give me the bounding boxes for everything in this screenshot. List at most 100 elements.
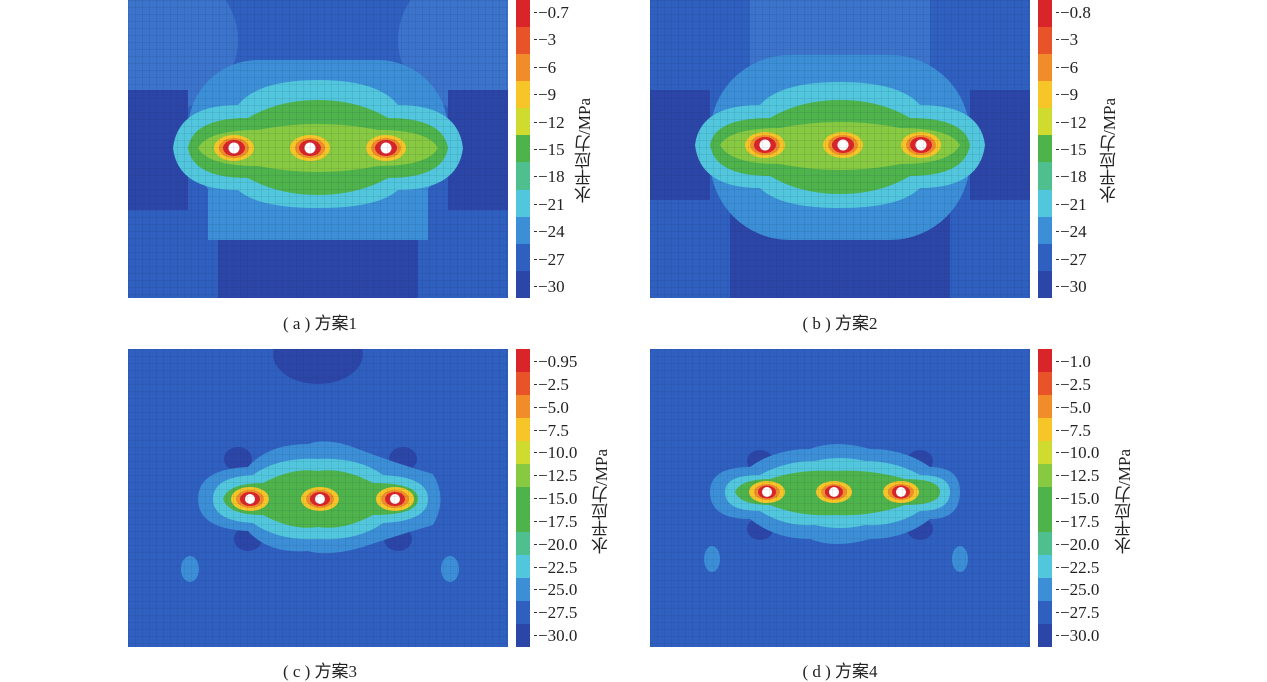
- colorbar-tick-label: −22.5: [533, 557, 578, 577]
- colorbar-label-a: 水平应力/MPa: [575, 98, 594, 203]
- colorbar-tick-label: −12.5: [533, 466, 578, 486]
- colorbar-tick-label: −9: [533, 85, 557, 105]
- colorbar-label-c: 水平应力/MPa: [592, 449, 611, 554]
- colorbar-segment: [1038, 509, 1052, 533]
- colorbar-d: [1038, 349, 1052, 647]
- colorbar-segment: [1038, 162, 1052, 190]
- colorbar-tick-label: −9: [1055, 85, 1079, 105]
- colorbar-tick-label: −18: [534, 167, 565, 187]
- colorbar-a: [516, 0, 530, 298]
- colorbar-segment: [1038, 81, 1052, 109]
- colorbar-segment: [516, 440, 530, 464]
- colorbar-tick-label: −25.0: [1055, 580, 1100, 600]
- colorbar-segment: [1038, 371, 1052, 395]
- colorbar-segment: [516, 555, 530, 579]
- colorbar-segment: [516, 270, 530, 298]
- colorbar-c: [516, 349, 530, 647]
- contour-svg-d: [650, 349, 1030, 647]
- colorbar-tick-label: −27: [1056, 249, 1087, 269]
- colorbar-segment: [516, 135, 530, 163]
- colorbar-segment: [516, 417, 530, 441]
- colorbar-tick-label: −1.0: [1056, 352, 1091, 371]
- colorbar-tick-label: −3: [533, 30, 557, 50]
- colorbar-tick-label: −27.5: [533, 603, 578, 623]
- colorbar-tick-label: −15.0: [533, 489, 578, 508]
- colorbar-tick-label: −15: [1056, 140, 1087, 159]
- colorbar-tick-label: −10.0: [533, 443, 578, 463]
- colorbar-segment: [516, 0, 530, 28]
- colorbar-segment: [1038, 27, 1052, 55]
- colorbar-segment: [1038, 394, 1052, 418]
- colorbar-segment: [516, 578, 530, 602]
- colorbar-segment: [1038, 243, 1052, 271]
- caption-d: ( d ) 方案4: [802, 662, 878, 681]
- colorbar-tick-label: −21: [1056, 194, 1087, 214]
- colorbar-label-d: 水平应力/MPa: [1115, 449, 1134, 554]
- colorbar-tick-label: −25.0: [533, 580, 578, 600]
- colorbar-segment: [516, 371, 530, 395]
- contour-svg-c: [128, 349, 508, 647]
- colorbar-tick-label: −2.5: [1056, 374, 1091, 394]
- colorbar-segment: [516, 394, 530, 418]
- colorbar-tick-label: −7.5: [1056, 420, 1091, 440]
- contour-svg-b: [650, 0, 1030, 298]
- colorbar-tick-label: −6: [1055, 57, 1079, 77]
- colorbar-tick-label: −17.5: [533, 511, 578, 531]
- stress-contour-plot-d: [650, 349, 1030, 647]
- colorbar-tick-label: −24: [534, 222, 565, 242]
- colorbar-segment: [1038, 532, 1052, 556]
- colorbar-segment: [1038, 108, 1052, 136]
- colorbar-segment: [1038, 486, 1052, 510]
- colorbar-segment: [1038, 555, 1052, 579]
- colorbar-segment: [516, 54, 530, 82]
- colorbar-segment: [516, 463, 530, 487]
- colorbar-segment: [1038, 0, 1052, 28]
- colorbar-segment: [1038, 601, 1052, 625]
- caption-b: ( b ) 方案2: [802, 314, 878, 333]
- colorbar-segment: [1038, 349, 1052, 372]
- colorbar-tick-label: −30: [534, 277, 565, 296]
- colorbar-tick-label: −30.0: [533, 626, 578, 645]
- colorbar-segment: [1038, 189, 1052, 217]
- caption-c: ( c ) 方案3: [282, 662, 358, 681]
- contour-svg-a: [128, 0, 508, 298]
- colorbar-segment: [1038, 417, 1052, 441]
- colorbar-segment: [1038, 135, 1052, 163]
- colorbar-segment: [1038, 440, 1052, 464]
- colorbar-tick-label: −20.0: [1055, 534, 1100, 554]
- colorbar-segment: [516, 624, 530, 647]
- caption-a: ( a ) 方案1: [282, 314, 358, 333]
- colorbar-tick-label: −30.0: [1055, 626, 1100, 645]
- colorbar-tick-label: −3: [1055, 30, 1079, 50]
- colorbar-segment: [516, 27, 530, 55]
- colorbar-tick-label: −15: [534, 140, 565, 159]
- colorbar-tick-label: −27: [534, 249, 565, 269]
- stress-contour-plot-c: [128, 349, 508, 647]
- colorbar-tick-label: −24: [1056, 222, 1087, 242]
- colorbar-tick-label: −0.8: [1056, 3, 1091, 22]
- colorbar-tick-label: −17.5: [1055, 511, 1100, 531]
- colorbar-tick-label: −7.5: [534, 420, 569, 440]
- colorbar-segment: [1038, 624, 1052, 647]
- stress-contour-plot-a: [128, 0, 508, 298]
- colorbar-tick-label: −12: [1056, 112, 1087, 132]
- colorbar-segment: [1038, 270, 1052, 298]
- colorbar-tick-label: −15.0: [1055, 489, 1100, 508]
- colorbar-tick-label: −5.0: [1056, 397, 1091, 417]
- colorbar-segment: [1038, 463, 1052, 487]
- colorbar-label-b: 水平应力/MPa: [1100, 98, 1119, 203]
- colorbar-tick-label: −0.7: [534, 3, 569, 22]
- colorbar-tick-label: −5.0: [534, 397, 569, 417]
- colorbar-tick-label: −18: [1056, 167, 1087, 187]
- colorbar-segment: [516, 509, 530, 533]
- colorbar-tick-label: −6: [533, 57, 557, 77]
- colorbar-segment: [1038, 54, 1052, 82]
- colorbar-b: [1038, 0, 1052, 298]
- colorbar-segment: [516, 243, 530, 271]
- colorbar-segment: [516, 189, 530, 217]
- colorbar-tick-label: −12: [534, 112, 565, 132]
- colorbar-tick-label: −27.5: [1055, 603, 1100, 623]
- colorbar-segment: [516, 532, 530, 556]
- colorbar-segment: [516, 162, 530, 190]
- colorbar-tick-label: −2.5: [534, 374, 569, 394]
